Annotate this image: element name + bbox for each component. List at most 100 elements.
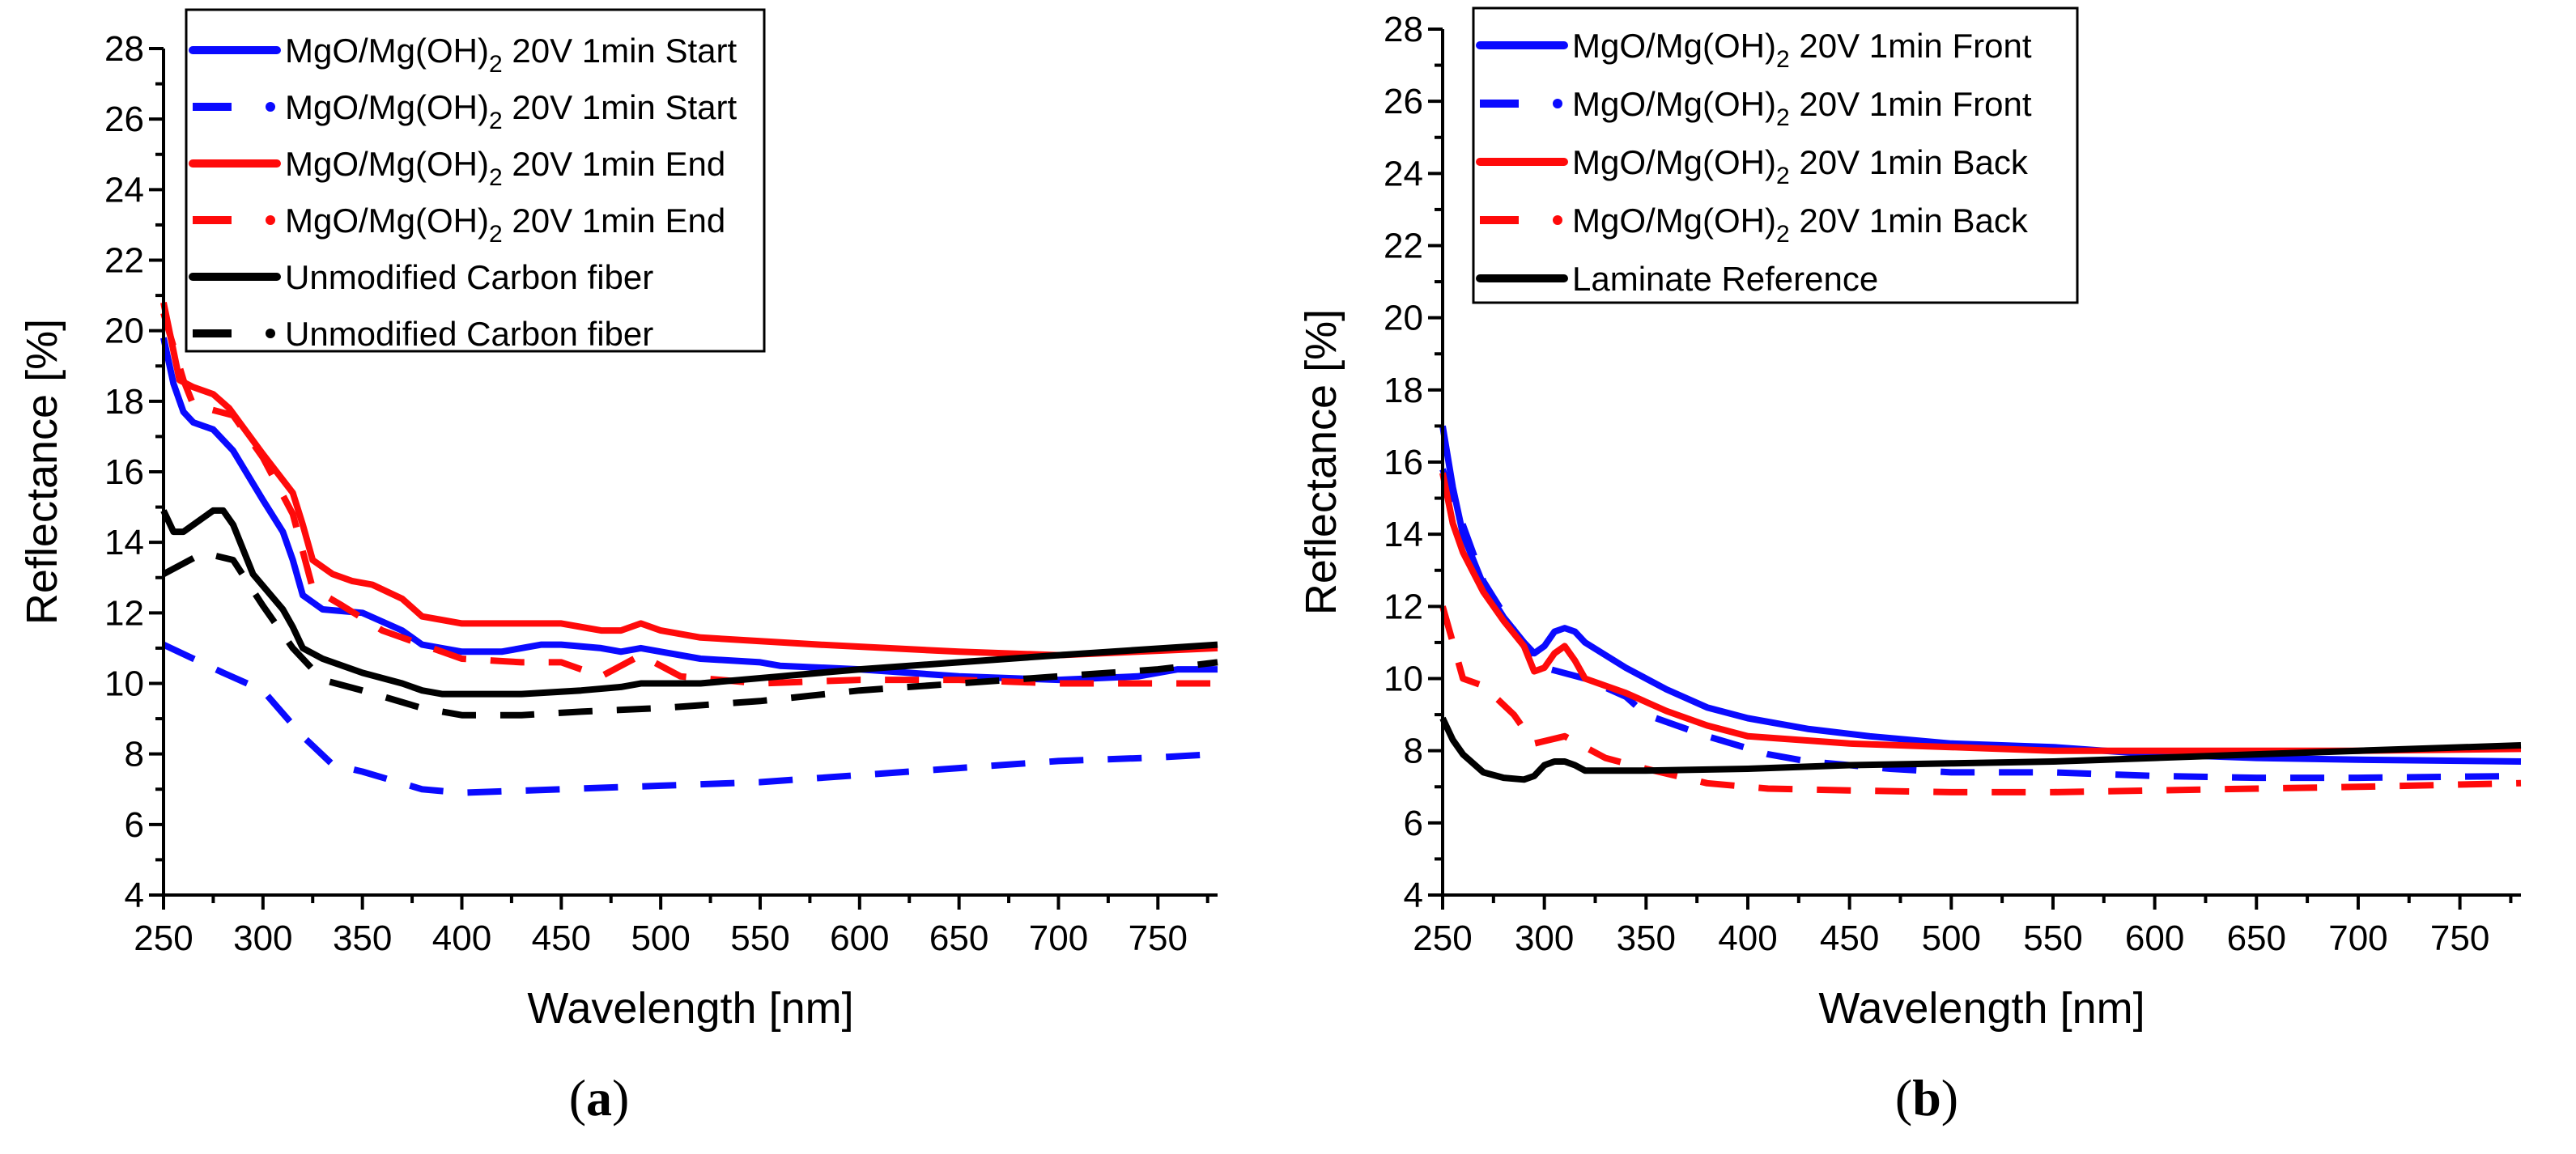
x-tick-label: 350 bbox=[1617, 919, 1676, 958]
panel-letter: a bbox=[586, 1069, 612, 1126]
legend-label-subscript: 2 bbox=[1776, 221, 1790, 248]
series-line-red-dashed bbox=[160, 312, 1218, 687]
legend-label-main: MgO/Mg(OH) bbox=[1572, 85, 1776, 123]
y-tick-label: 20 bbox=[104, 312, 144, 351]
y-tick-label: 18 bbox=[104, 382, 144, 422]
legend-label-main: MgO/Mg(OH) bbox=[285, 32, 489, 70]
series-line-blue-solid bbox=[1439, 425, 2522, 765]
y-tick-label: 4 bbox=[1404, 876, 1423, 915]
x-tick-label: 250 bbox=[1413, 919, 1472, 958]
legend-label: Unmodified Carbon fiber bbox=[285, 315, 653, 353]
legend-swatch-dot bbox=[266, 215, 275, 225]
legend-swatch-dot bbox=[1553, 99, 1562, 108]
y-tick-label: 28 bbox=[104, 29, 144, 69]
x-tick-label: 450 bbox=[532, 919, 591, 958]
panel-paren-open: ( bbox=[569, 1069, 586, 1126]
y-tick-label: 28 bbox=[1384, 10, 1423, 49]
y-tick-label: 18 bbox=[1384, 371, 1423, 410]
legend-label-main: Unmodified Carbon fiber bbox=[285, 315, 653, 353]
y-tick-label: 6 bbox=[125, 805, 144, 845]
legend-label-rest: 20V 1min Front bbox=[1790, 85, 2032, 123]
legend-label: Laminate Reference bbox=[1572, 260, 1878, 298]
x-tick-label: 500 bbox=[631, 919, 690, 958]
legend-label-subscript: 2 bbox=[1776, 104, 1790, 131]
y-tick-label: 26 bbox=[1384, 82, 1423, 121]
legend-label: MgO/Mg(OH)2 20V 1min End bbox=[285, 145, 725, 191]
legend-label-main: Unmodified Carbon fiber bbox=[285, 258, 653, 296]
y-tick-label: 14 bbox=[104, 523, 144, 562]
legend-label-rest: 20V 1min End bbox=[503, 145, 726, 183]
legend-label-subscript: 2 bbox=[1776, 163, 1790, 189]
x-tick-label: 500 bbox=[1922, 919, 1981, 958]
legend-label-subscript: 2 bbox=[1776, 46, 1790, 73]
x-tick-label: 550 bbox=[2023, 919, 2082, 958]
legend-label: MgO/Mg(OH)2 20V 1min Back bbox=[1572, 202, 2029, 248]
legend-label-rest: 20V 1min Start bbox=[503, 88, 738, 126]
x-tick-label: 650 bbox=[929, 919, 988, 958]
y-tick-label: 16 bbox=[104, 452, 144, 492]
x-tick-label: 250 bbox=[134, 919, 193, 958]
y-tick-label: 24 bbox=[104, 170, 144, 210]
legend-label: MgO/Mg(OH)2 20V 1min Back bbox=[1572, 143, 2029, 189]
x-tick-label: 750 bbox=[1129, 919, 1188, 958]
y-tick-label: 8 bbox=[125, 735, 144, 774]
legend-swatch-dot bbox=[1553, 215, 1562, 225]
x-tick-label: 600 bbox=[830, 919, 889, 958]
x-tick-label: 450 bbox=[1820, 919, 1879, 958]
legend-label-subscript: 2 bbox=[489, 221, 503, 248]
series-line-red-dashed bbox=[1439, 605, 2522, 795]
x-tick-label: 400 bbox=[432, 919, 491, 958]
panel-label: (b) bbox=[1895, 1069, 1958, 1126]
legend-label-subscript: 2 bbox=[489, 164, 503, 191]
legend-label-rest: 20V 1min Front bbox=[1790, 27, 2032, 65]
legend-label-main: MgO/Mg(OH) bbox=[1572, 202, 1776, 240]
y-tick-label: 22 bbox=[1384, 227, 1423, 266]
legend-box bbox=[185, 8, 766, 353]
legend-label-main: MgO/Mg(OH) bbox=[285, 202, 489, 240]
panel-paren-open: ( bbox=[1895, 1069, 1912, 1126]
legend-label-main: MgO/Mg(OH) bbox=[285, 145, 489, 183]
x-tick-label: 300 bbox=[233, 919, 292, 958]
y-tick-label: 26 bbox=[104, 100, 144, 139]
x-tick-label: 550 bbox=[730, 919, 789, 958]
legend-label: MgO/Mg(OH)2 20V 1min Front bbox=[1572, 85, 2032, 131]
y-tick-label: 22 bbox=[104, 241, 144, 281]
y-tick-label: 6 bbox=[1404, 804, 1423, 843]
legend-swatch-dot bbox=[266, 329, 275, 338]
y-tick-label: 20 bbox=[1384, 299, 1423, 338]
legend-label-subscript: 2 bbox=[489, 51, 503, 78]
panel-paren-close: ) bbox=[1941, 1069, 1958, 1126]
x-tick-label: 300 bbox=[1515, 919, 1574, 958]
legend-label: MgO/Mg(OH)2 20V 1min Start bbox=[285, 88, 737, 134]
series-line-red-solid bbox=[160, 301, 1218, 659]
panel-label: (a) bbox=[569, 1069, 630, 1126]
series-line-black-solid bbox=[160, 507, 1218, 698]
legend-label-main: MgO/Mg(OH) bbox=[1572, 27, 1776, 65]
x-tick-label: 700 bbox=[2328, 919, 2387, 958]
y-tick-label: 16 bbox=[1384, 443, 1423, 482]
legend-box bbox=[1472, 6, 2079, 304]
series-line-blue-dashed bbox=[1439, 468, 2522, 782]
x-tick-label: 650 bbox=[2227, 919, 2286, 958]
x-tick-label: 400 bbox=[1718, 919, 1777, 958]
legend-label-main: Laminate Reference bbox=[1572, 260, 1878, 298]
y-tick-label: 8 bbox=[1404, 732, 1423, 771]
panel-paren-close: ) bbox=[612, 1069, 629, 1126]
y-tick-label: 12 bbox=[104, 593, 144, 633]
legend-swatch-dot bbox=[266, 102, 275, 112]
y-axis-title: Reflectance [%] bbox=[18, 319, 66, 625]
x-axis-title: Wavelength [nm] bbox=[527, 984, 853, 1033]
x-tick-label: 600 bbox=[2125, 919, 2184, 958]
series-line-blue-solid bbox=[160, 337, 1218, 684]
y-tick-label: 4 bbox=[125, 876, 144, 915]
legend-label-main: MgO/Mg(OH) bbox=[285, 88, 489, 126]
x-axis-title: Wavelength [nm] bbox=[1818, 984, 2145, 1033]
legend-label: MgO/Mg(OH)2 20V 1min End bbox=[285, 202, 725, 248]
y-tick-label: 24 bbox=[1384, 154, 1423, 193]
series-line-black-dashed bbox=[162, 549, 1218, 719]
legend-label: Unmodified Carbon fiber bbox=[285, 258, 653, 296]
